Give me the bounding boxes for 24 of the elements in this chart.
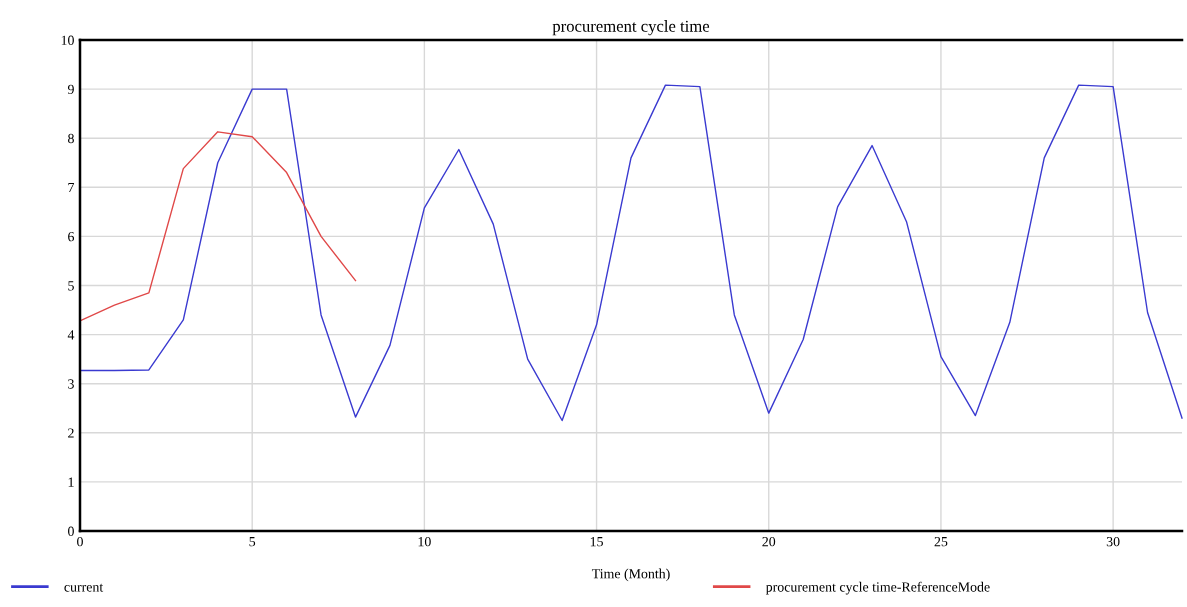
y-tick-label: 5 <box>68 281 74 291</box>
y-tick-label: 0 <box>68 526 74 536</box>
y-tick-label: 6 <box>68 232 75 242</box>
y-tick-label: 8 <box>68 133 74 144</box>
x-tick-label: 25 <box>934 537 948 547</box>
x-tick-label: 10 <box>418 536 431 547</box>
y-tick-label: 2 <box>68 428 74 438</box>
x-tick-label: 30 <box>1106 536 1120 547</box>
chart-title: procurement cycle time <box>552 20 710 36</box>
y-tick-label: 1 <box>68 477 74 487</box>
y-tick-label: 4 <box>67 330 75 340</box>
line-series <box>79 131 357 322</box>
y-tick-label: 7 <box>68 183 75 193</box>
line-series <box>79 84 1183 422</box>
y-tick-label: 9 <box>67 84 74 95</box>
x-tick-label: 5 <box>249 537 256 547</box>
x-tick-label: 15 <box>590 537 603 547</box>
legend-label: current <box>64 583 104 592</box>
x-tick-label: 0 <box>77 536 83 547</box>
x-tick-label: 20 <box>762 536 776 547</box>
x-axis-title: Time (Month) <box>591 568 670 582</box>
y-tick-label: 10 <box>61 35 74 45</box>
y-tick-label: 3 <box>68 379 74 389</box>
legend-label: procurement cycle time-ReferenceMode <box>765 581 990 595</box>
